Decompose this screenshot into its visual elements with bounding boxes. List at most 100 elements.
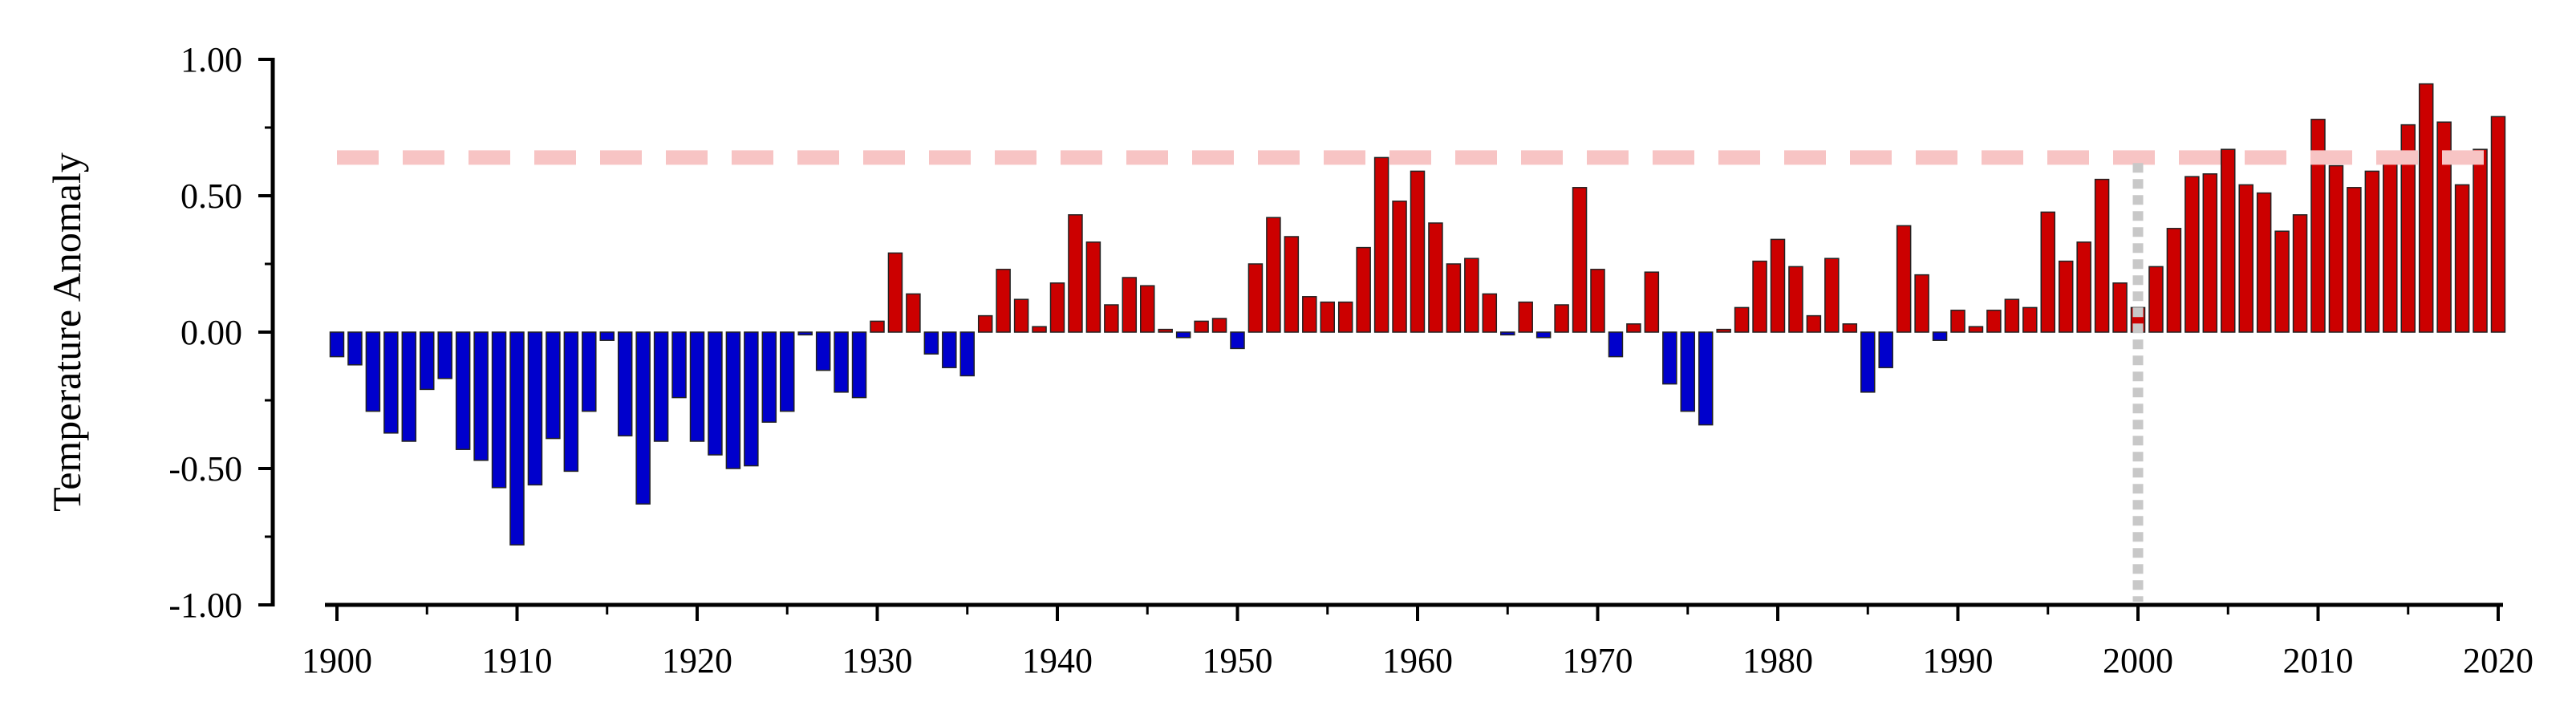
bar-2002 (2166, 228, 2182, 333)
bar-1935 (959, 331, 975, 377)
bar-1917 (635, 331, 651, 505)
bar-1966 (1518, 301, 1533, 333)
bar-1908 (473, 331, 489, 461)
y-tick-label: 1.00 (181, 40, 242, 79)
bar-1978 (1734, 306, 1750, 333)
bar-1904 (401, 331, 417, 442)
bar-1997 (2076, 241, 2091, 333)
x-tick-label: 1930 (842, 641, 913, 680)
bar-1902 (365, 331, 381, 412)
bar-1952 (1266, 217, 1281, 333)
bar-1900 (329, 331, 345, 358)
bar-1926 (797, 331, 813, 336)
bar-1981 (1788, 266, 1803, 333)
bar-1957 (1356, 246, 1371, 333)
bar-2009 (2292, 214, 2308, 333)
bar-1932 (906, 293, 921, 333)
bar-1970 (1590, 269, 1605, 333)
bar-1921 (708, 331, 723, 456)
x-tick-label: 1960 (1382, 641, 1453, 680)
bar-1923 (744, 331, 759, 467)
y-axis-title: Temperature Anomaly (44, 152, 89, 512)
bar-1984 (1842, 323, 1858, 333)
bar-1934 (942, 331, 957, 368)
bar-1951 (1247, 263, 1264, 333)
bar-1977 (1716, 328, 1731, 333)
bar-1910 (509, 331, 525, 546)
bar-1990 (1950, 310, 1965, 333)
bar-1954 (1302, 296, 1317, 333)
bar-1969 (1572, 187, 1588, 333)
bar-1989 (1932, 331, 1948, 341)
bar-2016 (2418, 83, 2434, 333)
reference-lines-group (337, 150, 2498, 602)
bar-1958 (1373, 156, 1389, 333)
bar-1965 (1500, 331, 1515, 336)
bar-1948 (1194, 320, 1209, 333)
bar-1985 (1860, 331, 1876, 393)
bar-1937 (996, 269, 1011, 333)
bar-1979 (1752, 260, 1767, 333)
bar-1931 (887, 252, 903, 333)
bar-1998 (2094, 178, 2110, 333)
bar-1986 (1878, 331, 1893, 368)
x-tick-label: 2020 (2463, 641, 2533, 680)
bar-1929 (851, 331, 867, 399)
bar-1905 (420, 331, 435, 391)
bar-1942 (1085, 241, 1101, 333)
bar-1963 (1464, 258, 1479, 333)
bar-1903 (383, 331, 399, 434)
bar-1953 (1284, 236, 1300, 333)
bar-1939 (1032, 326, 1047, 333)
bar-1945 (1140, 285, 1155, 333)
x-tick-label: 2000 (2103, 641, 2173, 680)
bar-1924 (761, 331, 777, 423)
x-tick-label: 1970 (1563, 641, 1633, 680)
bar-1975 (1680, 331, 1695, 412)
bar-1974 (1662, 331, 1677, 385)
bar-1972 (1626, 323, 1641, 333)
bar-1919 (671, 331, 687, 399)
bar-2004 (2202, 173, 2218, 333)
bar-1911 (527, 331, 543, 486)
bars-group (329, 83, 2506, 546)
bar-1956 (1337, 301, 1353, 333)
bar-1987 (1896, 225, 1912, 333)
bar-1968 (1554, 304, 1569, 333)
bar-1959 (1392, 201, 1407, 333)
bar-1933 (923, 331, 939, 355)
bar-1980 (1770, 238, 1786, 333)
bar-1983 (1824, 258, 1840, 333)
bar-1930 (870, 320, 885, 333)
bar-1913 (563, 331, 579, 473)
bar-2010 (2310, 119, 2326, 333)
bar-1941 (1068, 214, 1083, 333)
bar-2018 (2454, 184, 2470, 333)
bar-1967 (1535, 331, 1552, 339)
bar-1982 (1806, 314, 1822, 333)
bar-2011 (2328, 164, 2344, 333)
bar-1976 (1698, 331, 1714, 426)
x-tick-label: 1950 (1203, 641, 1273, 680)
bar-1947 (1175, 331, 1191, 339)
bar-1962 (1446, 263, 1462, 333)
bar-1906 (437, 331, 452, 379)
bar-1927 (815, 331, 831, 371)
bar-2020 (2490, 116, 2506, 333)
x-ticks-group: 1900 1910 1920 1930 1940 1950 1960 1970 1980 1990… (302, 605, 2533, 680)
bar-1995 (2040, 211, 2055, 333)
bar-1914 (582, 331, 597, 412)
bar-2006 (2238, 184, 2253, 333)
bar-2019 (2473, 148, 2488, 333)
x-tick-label: 1900 (302, 641, 372, 680)
bar-2014 (2383, 162, 2398, 333)
x-tick-label: 1940 (1022, 641, 1093, 680)
bar-1973 (1644, 271, 1660, 333)
bar-1915 (599, 331, 615, 341)
bar-1912 (546, 331, 561, 440)
bar-1991 (1968, 326, 1984, 333)
x-tick-label: 2010 (2283, 641, 2354, 680)
x-tick-label: 1990 (1923, 641, 1994, 680)
bar-1936 (977, 314, 993, 333)
